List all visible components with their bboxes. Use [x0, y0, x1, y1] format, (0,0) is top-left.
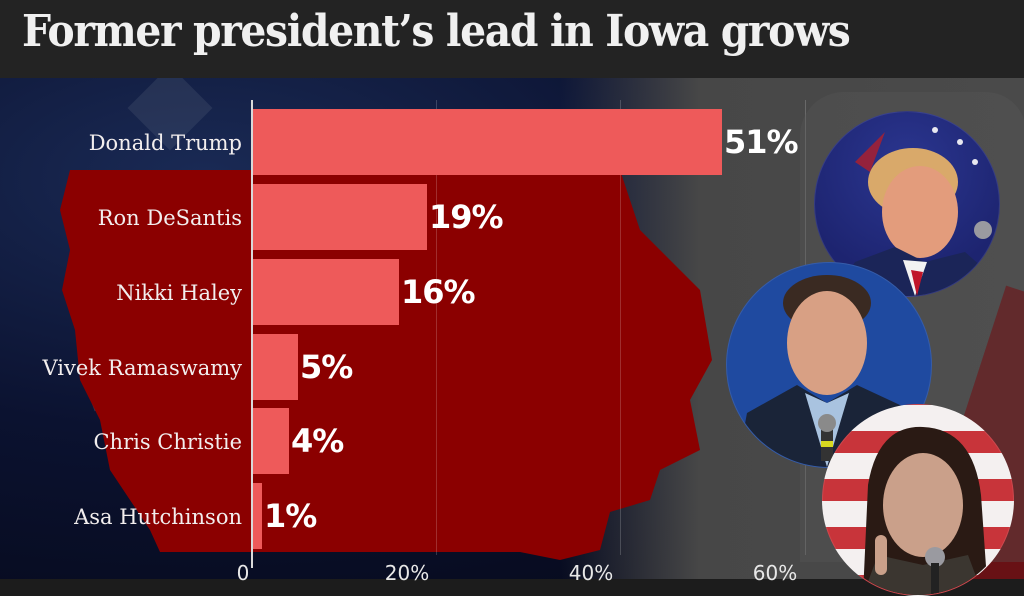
bar-row: Vivek Ramaswamy 5% [0, 334, 1024, 402]
person-icon [863, 426, 988, 595]
bar [253, 334, 298, 400]
y-axis-line [251, 100, 253, 568]
title-bar: Former president’s lead in Iowa grows [0, 0, 1024, 78]
value-label: 4% [291, 422, 344, 460]
bar-row: Ron DeSantis 19% [0, 184, 1024, 252]
bar [253, 184, 427, 250]
x-tick-label: 0 [236, 561, 250, 585]
gridline-40 [620, 100, 621, 555]
bar [253, 408, 289, 474]
bar [253, 259, 399, 325]
candidate-label: Nikki Haley [116, 281, 242, 305]
x-tick-label: 40% [568, 561, 614, 585]
page-title: Former president’s lead in Iowa grows [22, 6, 851, 57]
value-label: 16% [401, 273, 476, 311]
bar-row: Chris Christie 4% [0, 408, 1024, 476]
candidate-label: Asa Hutchinson [74, 505, 242, 529]
value-label: 1% [264, 497, 317, 535]
gridline-20 [436, 100, 437, 555]
iowa-map-silhouette [60, 170, 712, 560]
photo-nikki-haley [822, 404, 1014, 596]
value-label: 5% [300, 348, 353, 386]
value-label: 51% [724, 123, 799, 161]
candidate-label: Vivek Ramaswamy [42, 356, 243, 380]
x-tick-label: 20% [384, 561, 430, 585]
candidate-label: Chris Christie [93, 430, 242, 454]
bar [253, 109, 722, 175]
candidate-label: Donald Trump [88, 131, 242, 155]
value-label: 19% [429, 198, 504, 236]
bar-row: Asa Hutchinson 1% [0, 483, 1024, 551]
x-tick-label: 60% [752, 561, 798, 585]
bar-row: Donald Trump 51% [0, 109, 1024, 177]
bar-row: Nikki Haley 16% [0, 259, 1024, 327]
bar [253, 483, 262, 549]
candidate-label: Ron DeSantis [97, 206, 242, 230]
